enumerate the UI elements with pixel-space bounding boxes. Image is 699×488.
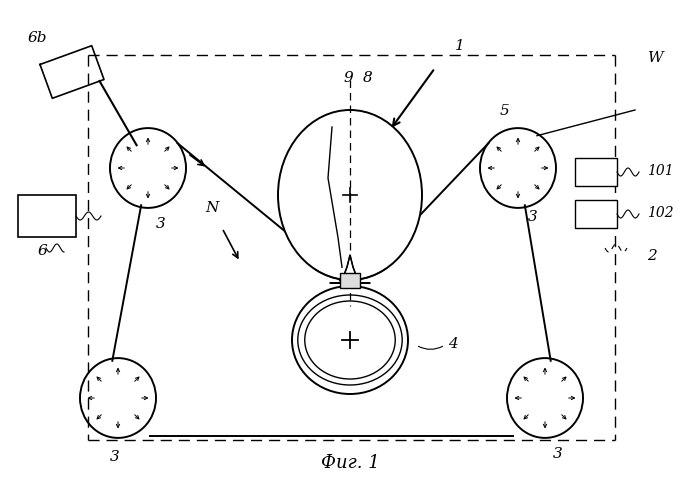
Bar bbox=[575, 200, 617, 228]
Text: 3: 3 bbox=[156, 217, 166, 231]
Text: 3: 3 bbox=[553, 447, 563, 461]
Text: 4: 4 bbox=[448, 337, 458, 351]
Ellipse shape bbox=[292, 286, 408, 394]
Text: 3: 3 bbox=[528, 210, 538, 224]
Text: 102: 102 bbox=[647, 206, 674, 220]
Polygon shape bbox=[330, 255, 370, 283]
Text: 2: 2 bbox=[647, 249, 657, 263]
Text: 3: 3 bbox=[110, 450, 120, 464]
Text: 9: 9 bbox=[343, 71, 353, 85]
Text: 5: 5 bbox=[500, 104, 510, 118]
Bar bbox=[575, 158, 617, 186]
Text: Фиг. 1: Фиг. 1 bbox=[321, 454, 380, 472]
Bar bbox=[340, 272, 360, 287]
Text: 8: 8 bbox=[363, 71, 373, 85]
Ellipse shape bbox=[278, 110, 422, 280]
Text: 6b: 6b bbox=[28, 31, 48, 45]
Bar bbox=[18, 195, 76, 237]
Text: N: N bbox=[205, 201, 218, 215]
Text: W: W bbox=[648, 51, 663, 65]
Ellipse shape bbox=[305, 301, 395, 379]
Text: 101: 101 bbox=[647, 164, 674, 178]
Text: 6: 6 bbox=[38, 244, 48, 258]
Ellipse shape bbox=[298, 295, 402, 385]
Text: 1: 1 bbox=[455, 39, 465, 53]
